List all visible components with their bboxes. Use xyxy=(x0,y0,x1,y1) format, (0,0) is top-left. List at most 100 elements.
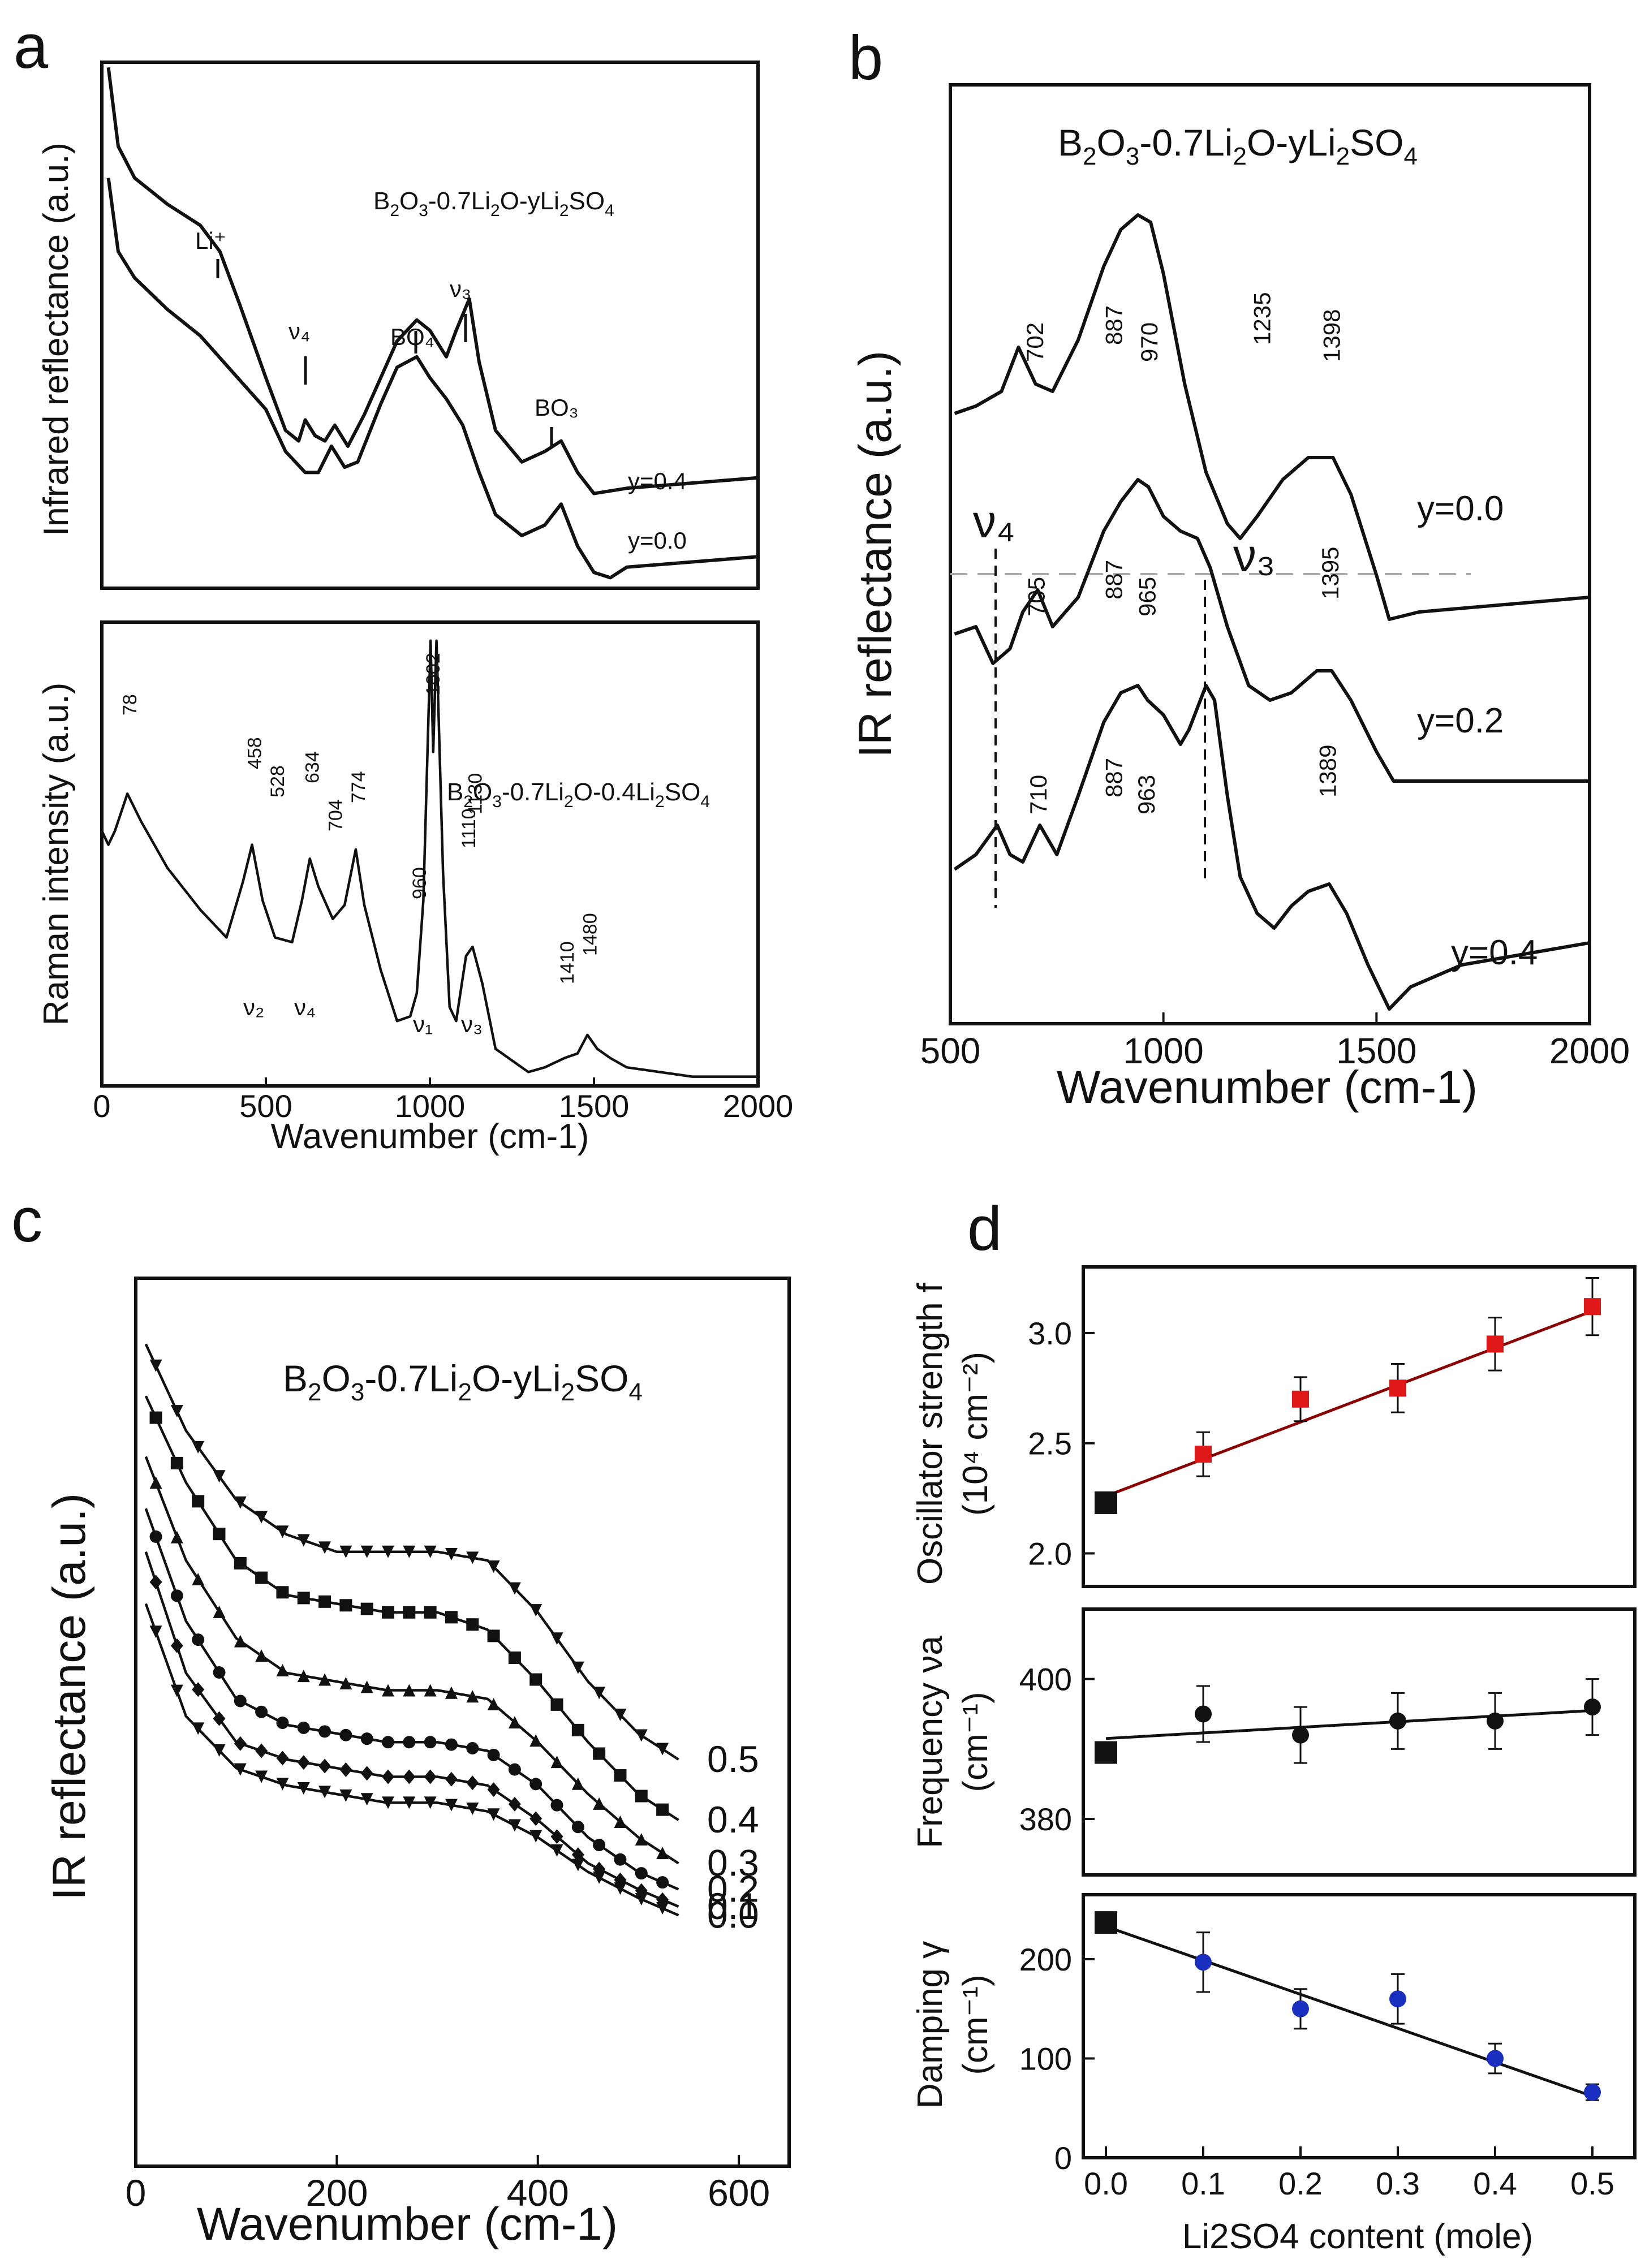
c-series-label-0.5: 0.5 xyxy=(707,1738,759,1780)
peak-label-1410: 1410 xyxy=(557,941,578,984)
c-marker xyxy=(550,1756,563,1769)
c-marker xyxy=(635,1790,648,1803)
c-series-label-0.2: 0.2 xyxy=(707,1868,759,1909)
panel-d-xlabel: Li2SO4 content (mole) xyxy=(1182,2217,1533,2256)
c-marker xyxy=(276,1750,289,1766)
c-marker xyxy=(170,1589,183,1602)
d-oscillator-marker xyxy=(1095,1491,1117,1514)
c-marker xyxy=(424,1606,437,1619)
c-marker xyxy=(529,1734,542,1747)
c-marker xyxy=(550,1698,563,1711)
d-oscillator-marker xyxy=(1584,1298,1601,1316)
c-marker xyxy=(234,1556,247,1570)
c-marker xyxy=(192,1722,205,1735)
c-marker xyxy=(614,1769,627,1782)
c-marker xyxy=(360,1545,373,1558)
d-oscillator-fit-line xyxy=(1105,1309,1593,1498)
d-frequency-marker xyxy=(1292,1726,1309,1744)
c-marker xyxy=(149,1411,162,1424)
mode-label-v4: ν₄ xyxy=(294,994,316,1020)
c-marker xyxy=(276,1664,289,1677)
c-marker xyxy=(614,1882,627,1895)
panel-d-markers: 2.0 2.5 3.0 380 400 0 100 200 0.0 0.1 0.2 0.3 0.4 0.5 xyxy=(1019,1277,1614,2201)
c-marker xyxy=(635,1892,648,1905)
panel-c-formula: B2O3-0.7Li2O-yLi2SO4 xyxy=(283,1357,643,1406)
peak-label-528: 528 xyxy=(267,765,288,797)
peak-label-1480: 1480 xyxy=(579,913,601,956)
c-marker xyxy=(297,1534,310,1547)
b-series-1 xyxy=(954,478,1590,783)
b-peak-0-887: 887 xyxy=(1101,305,1127,345)
series-label-b-y00: y=0.0 xyxy=(1417,489,1504,528)
c-marker xyxy=(339,1762,352,1777)
c-marker xyxy=(403,1796,416,1809)
panel-b-x-ticks: 500 1000 1500 2000 xyxy=(920,1012,1630,1071)
c-marker xyxy=(424,1684,437,1697)
c-marker xyxy=(656,1847,669,1860)
c-marker xyxy=(360,1602,373,1615)
panel-d3-frame xyxy=(1082,1893,1637,2159)
b-peak-1-705: 705 xyxy=(1023,577,1049,616)
c-series-label-0.1: 0.1 xyxy=(707,1885,759,1927)
c-series-label-0.4: 0.4 xyxy=(707,1799,759,1840)
peak-label-1110: 1110 xyxy=(458,808,480,848)
c-marker xyxy=(571,1661,584,1674)
c-marker xyxy=(382,1769,395,1784)
c-marker xyxy=(403,1769,416,1784)
b-peak-2-1389: 1389 xyxy=(1315,745,1341,797)
c-marker xyxy=(255,1770,268,1783)
c-marker xyxy=(255,1511,268,1524)
c-marker xyxy=(297,1755,310,1770)
d-xtick-5: 0.5 xyxy=(1570,2166,1614,2201)
panel-a-bottom-formula: B2O3-0.7Li2O-0.4Li2SO4 xyxy=(447,778,710,811)
d-damping-marker xyxy=(1292,2000,1309,2017)
c-marker xyxy=(170,1456,183,1469)
c-marker xyxy=(403,1545,416,1558)
c-marker xyxy=(149,1575,162,1590)
peak-label-704: 704 xyxy=(325,799,346,831)
panel-d2-yunit: (cm⁻¹) xyxy=(956,1692,995,1792)
c-marker xyxy=(508,1796,521,1812)
c-marker xyxy=(529,1830,542,1843)
panel-a-bottom-ylabel: Raman intensity (a.u.) xyxy=(37,683,76,1025)
c-marker xyxy=(614,1816,627,1829)
c-marker xyxy=(614,1853,627,1866)
c-marker xyxy=(192,1441,205,1454)
c-marker xyxy=(382,1736,395,1749)
c-marker xyxy=(318,1758,331,1774)
c-marker xyxy=(297,1782,310,1795)
panel-b-xlabel: Wavenumber (cm-1) xyxy=(1057,1062,1478,1113)
panel-a-x-ticks: 0 500 1000 1500 2000 xyxy=(93,1077,793,1124)
c-marker xyxy=(318,1673,331,1686)
c-marker xyxy=(213,1528,226,1541)
c-marker xyxy=(276,1778,289,1791)
panel-b-curves xyxy=(953,213,1590,1011)
c-marker xyxy=(529,1811,542,1826)
c-marker xyxy=(297,1592,310,1605)
b-xtick-3: 2000 xyxy=(1549,1030,1630,1071)
c-marker xyxy=(529,1673,542,1686)
c-marker xyxy=(445,1738,458,1751)
b-xtick-0: 500 xyxy=(920,1030,981,1071)
panel-label-c: c xyxy=(11,1185,42,1255)
panel-d1-yunit: (10⁴ cm⁻²) xyxy=(956,1352,995,1516)
panel-d1-frame xyxy=(1082,1265,1637,1588)
a-top-series-0 xyxy=(106,67,759,495)
c-marker xyxy=(656,1902,669,1915)
d-damping-fit-line xyxy=(1105,1925,1593,2098)
c-marker xyxy=(339,1789,352,1802)
peak-label-774: 774 xyxy=(348,771,369,803)
c-marker xyxy=(234,1496,247,1509)
b-peak-1-1395: 1395 xyxy=(1317,547,1343,600)
peak-label-960: 960 xyxy=(409,867,430,899)
panel-c-x-ticks: 0 200 400 600 xyxy=(126,2155,770,2214)
c-marker xyxy=(360,1766,373,1781)
c-marker xyxy=(339,1728,352,1741)
c-marker xyxy=(593,1747,606,1760)
c-marker xyxy=(487,1560,500,1573)
panel-a-top-frame xyxy=(100,61,760,590)
peak-label-1130: 1130 xyxy=(464,773,486,814)
panel-a-bottom: Raman intensity (a.u.) B2O3-0.7Li2O-0.4L… xyxy=(37,620,793,1156)
c-marker xyxy=(656,1803,669,1816)
